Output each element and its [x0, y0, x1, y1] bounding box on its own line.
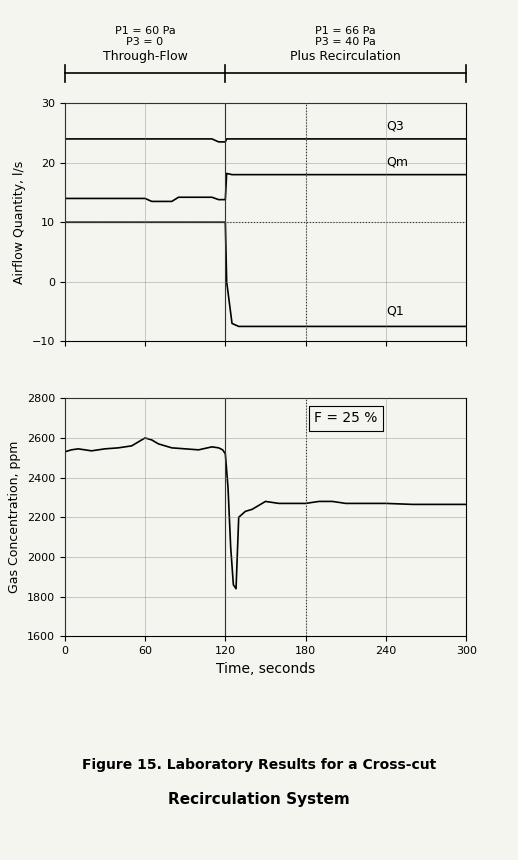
Text: P1 = 66 Pa
P3 = 40 Pa: P1 = 66 Pa P3 = 40 Pa [315, 26, 376, 47]
Text: Plus Recirculation: Plus Recirculation [291, 50, 401, 63]
Text: Q3: Q3 [386, 120, 404, 133]
Y-axis label: Airflow Quantity, l/s: Airflow Quantity, l/s [13, 161, 26, 284]
Text: Recirculation System: Recirculation System [168, 792, 350, 808]
Text: Figure 15. Laboratory Results for a Cross-cut: Figure 15. Laboratory Results for a Cros… [82, 759, 436, 772]
Text: Qm: Qm [386, 156, 408, 169]
Y-axis label: Gas Concentration, ppm: Gas Concentration, ppm [8, 441, 21, 593]
Text: Through-Flow: Through-Flow [103, 50, 188, 63]
Text: Q1: Q1 [386, 304, 404, 317]
X-axis label: Time, seconds: Time, seconds [216, 661, 315, 676]
Text: F = 25 %: F = 25 % [314, 411, 378, 425]
Text: P1 = 60 Pa
P3 = 0: P1 = 60 Pa P3 = 0 [114, 26, 176, 47]
